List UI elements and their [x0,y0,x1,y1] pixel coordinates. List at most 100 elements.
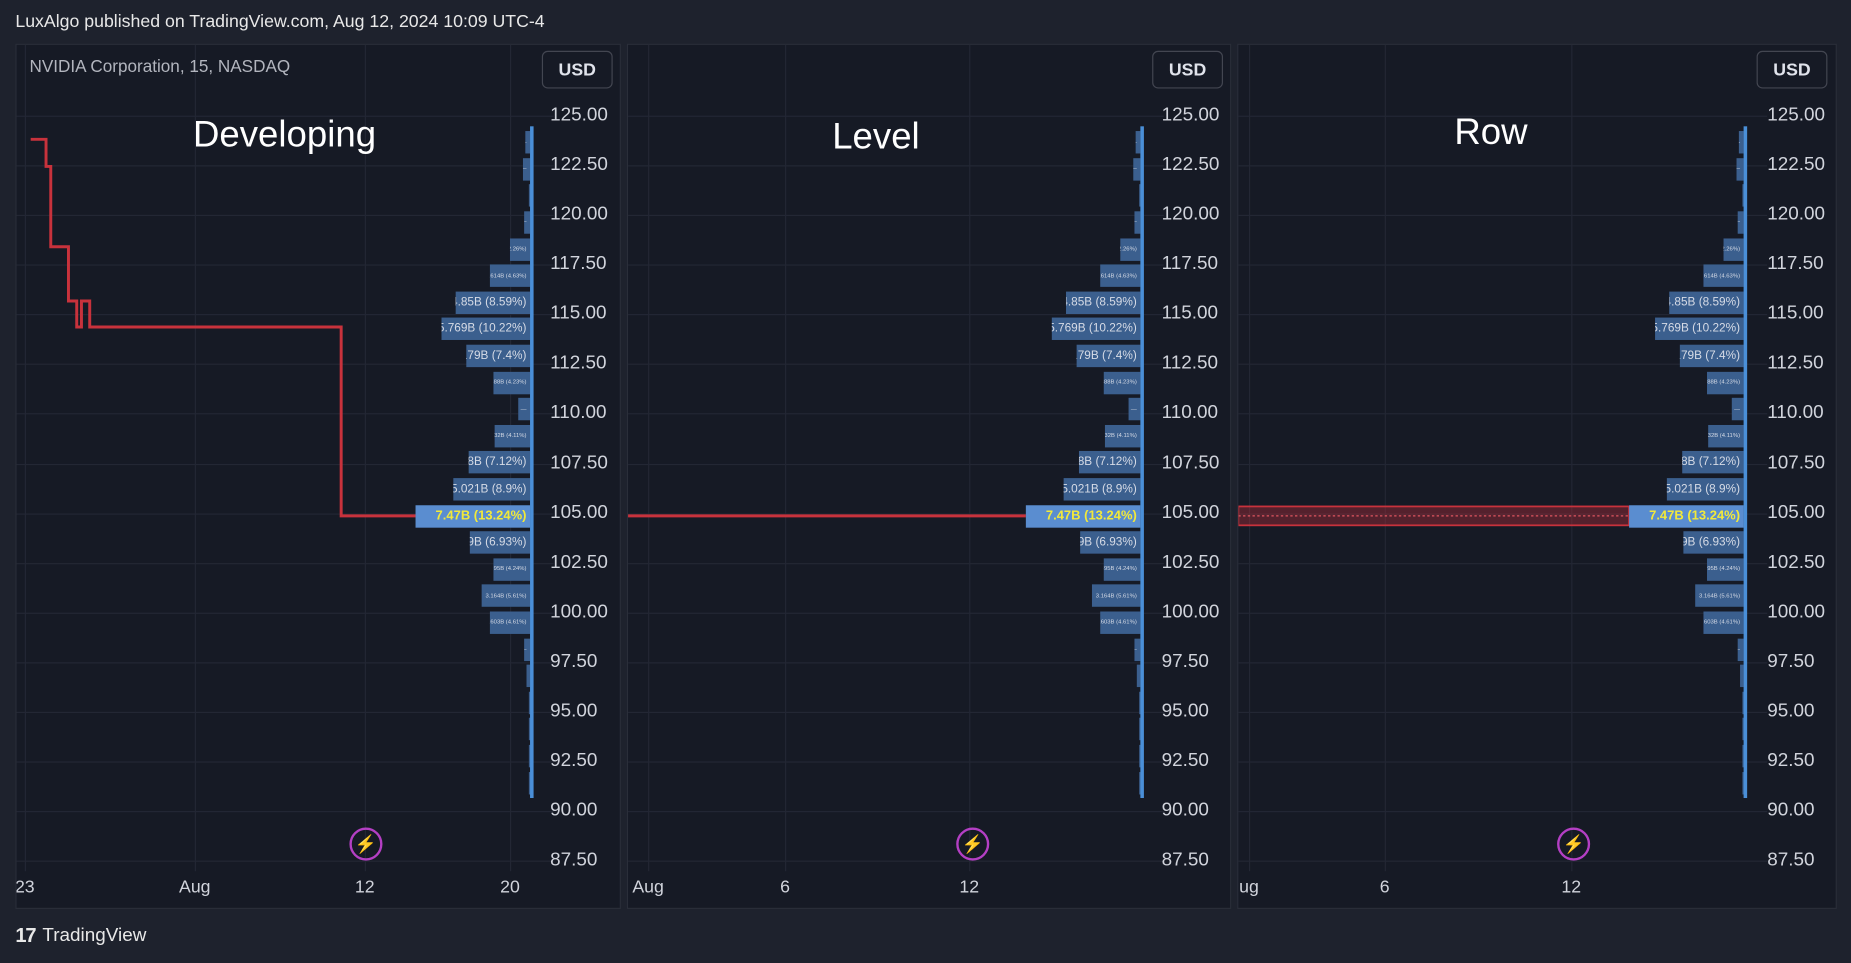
price-tick: 102.50 [1767,552,1825,573]
grid-line [628,612,1164,614]
grid-line [16,761,554,763]
volume-profile-row: 4.018B (7.12%) [468,451,531,474]
price-tick: 97.50 [1767,651,1815,672]
price-tick: 117.50 [550,254,607,275]
currency-button[interactable]: USD [1152,50,1223,89]
volume-profile-row: 7.47B (13.24%) [1025,504,1141,528]
price-tick: 95.00 [550,701,598,722]
chart-panel-developing[interactable]: 125.00 122.50 120.00 117.50 115.00 112.50 110.… [15,43,621,909]
price-tick: 100.00 [550,601,608,622]
price-tick: 95.00 [1161,701,1209,722]
price-tick: 100.00 [1767,601,1825,622]
grid-line-vertical [969,44,971,872]
volume-profile-row: — [1134,211,1141,234]
volume-profile-row: 5.769B (10.22%) [1051,317,1141,341]
grid-line [16,314,554,316]
grid-line [16,463,554,465]
price-tick: 115.00 [1767,303,1824,324]
time-tick: 12 [1561,877,1582,898]
price-tick: 125.00 [1161,105,1220,126]
volume-profile-row: — [518,397,531,421]
price-tick: 92.50 [1161,750,1209,771]
currency-button[interactable]: USD [541,50,613,89]
volume-profile-row: 2.388B (4.23%) [1103,371,1141,394]
time-tick: 20 [500,877,520,898]
price-tick: 97.50 [1161,651,1209,672]
price-tick: 122.50 [1767,154,1825,175]
price-tick: 122.50 [550,154,608,175]
volume-profile-row: 5.021B (8.9%) [1063,477,1141,501]
grid-line [1238,761,1768,763]
volume-profile-row: — [1129,397,1141,421]
volume-profile-row: 2.32B (4.11%) [1708,424,1744,448]
grid-line [628,215,1164,217]
grid-line [1238,314,1768,316]
volume-profile-row: — [523,211,531,234]
price-tick: 120.00 [1161,204,1220,225]
grid-line [16,562,554,564]
volume-profile-row: 2.32B (4.11%) [1104,424,1141,448]
volume-profile-row: 4.179B (7.4%) [1076,344,1141,368]
volume-profile-row: — [1736,157,1744,181]
grid-line [628,860,1164,862]
volume-profile-row: 2.614B (4.63%) [1703,264,1744,287]
grid-line-vertical [1248,44,1251,872]
profile-edge-line [530,126,534,799]
grid-line [16,165,554,167]
currency-button[interactable]: USD [1756,50,1828,89]
volume-profile-row: 7.47B (13.24%) [415,504,531,528]
price-tick: 105.00 [1161,502,1220,523]
volume-profile-row: — [1134,638,1141,661]
grid-line [1238,662,1768,664]
volume-profile-row: 2.603B (4.61%) [1703,611,1744,634]
grid-line [1238,264,1768,266]
grid-line [16,662,554,664]
price-tick: 90.00 [550,800,598,821]
time-tick: 6 [1379,877,1390,898]
price-tick: 105.00 [1767,502,1825,523]
time-tick: 12 [959,877,980,898]
price-tick: 100.00 [1161,601,1220,622]
price-tick: 95.00 [1767,701,1815,722]
grid-line-vertical [648,44,650,872]
published-header: LuxAlgo published on TradingView.com, Au… [15,11,545,32]
grid-line [16,612,554,614]
price-tick: 107.50 [1767,452,1825,473]
time-tick: ug [1239,877,1259,898]
tradingview-logo-icon: 17 [15,924,36,947]
grid-line-vertical [785,44,787,872]
price-tick: 115.00 [550,303,607,324]
volume-profile-row: — [1738,131,1744,154]
footer-brand[interactable]: 17 TradingView [15,924,146,948]
volume-profile-row: 2.614B (4.63%) [489,264,531,287]
volume-profile-row: — [1133,157,1141,181]
lightning-icon[interactable]: ⚡ [956,827,990,861]
lightning-icon[interactable]: ⚡ [1557,827,1591,861]
grid-line [628,463,1164,465]
grid-line [16,413,554,415]
chart-panel-row[interactable]: 125.00 122.50 120.00 117.50 115.00 112.50 110.… [1237,43,1837,909]
volume-profile-row [1136,664,1141,688]
volume-profile-row: 2.395B (4.24%) [1103,558,1141,581]
volume-profile-row: 5.021B (8.9%) [1666,477,1744,501]
price-tick: 112.50 [1767,353,1824,374]
chart-panel-level[interactable]: 125.00 122.50 120.00 117.50 115.00 112.50 110.… [626,43,1232,909]
price-tick: 105.00 [550,502,608,523]
lightning-icon[interactable]: ⚡ [349,827,383,861]
volume-profile-row: 1.278B (2.26%) [510,237,531,261]
volume-profile-row: — [524,131,531,154]
price-tick: 87.50 [1767,850,1815,871]
panel-title: Developing [192,113,377,155]
grid-line [628,662,1164,664]
brand-name: TradingView [42,925,147,946]
time-tick: 12 [354,877,375,898]
grid-line [16,115,554,117]
price-tick: 125.00 [1767,105,1825,126]
time-tick: Aug [179,877,211,898]
price-tick: 102.50 [1161,552,1220,573]
panel-title: Level [832,115,920,158]
grid-line [16,264,554,266]
grid-line [628,811,1164,813]
poc-overlay [628,514,1026,518]
